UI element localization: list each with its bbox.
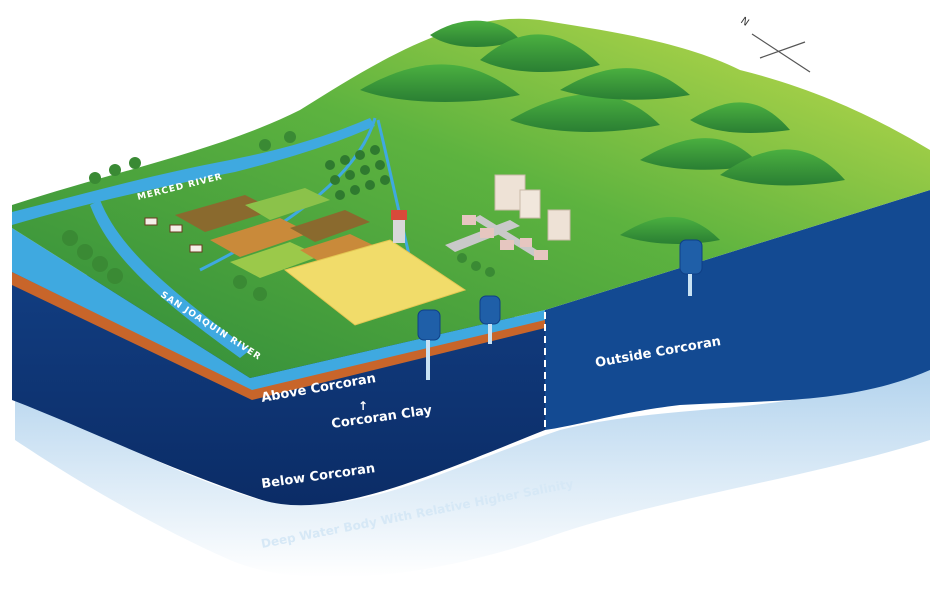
above-corcoran-layer bbox=[12, 228, 545, 390]
orchard bbox=[325, 145, 390, 200]
outside-corcoran-block bbox=[545, 190, 930, 430]
compass-north-label: N bbox=[738, 15, 750, 28]
corcoran-clay-layer bbox=[12, 272, 545, 400]
merced-river bbox=[12, 118, 375, 225]
well-2 bbox=[479, 295, 501, 344]
trees bbox=[62, 131, 495, 301]
yellow-field bbox=[283, 239, 467, 326]
cows bbox=[144, 217, 203, 253]
deep-water-reflection bbox=[15, 360, 930, 578]
clay-arrow-icon: ↑ bbox=[358, 399, 368, 413]
compass-icon bbox=[751, 33, 811, 73]
crop-fields bbox=[175, 188, 375, 278]
town bbox=[445, 174, 571, 260]
hills bbox=[360, 20, 845, 245]
well-1 bbox=[417, 309, 441, 380]
well-3 bbox=[679, 239, 703, 296]
san-joaquin-river bbox=[90, 200, 250, 358]
water-tower-icon bbox=[391, 210, 407, 243]
